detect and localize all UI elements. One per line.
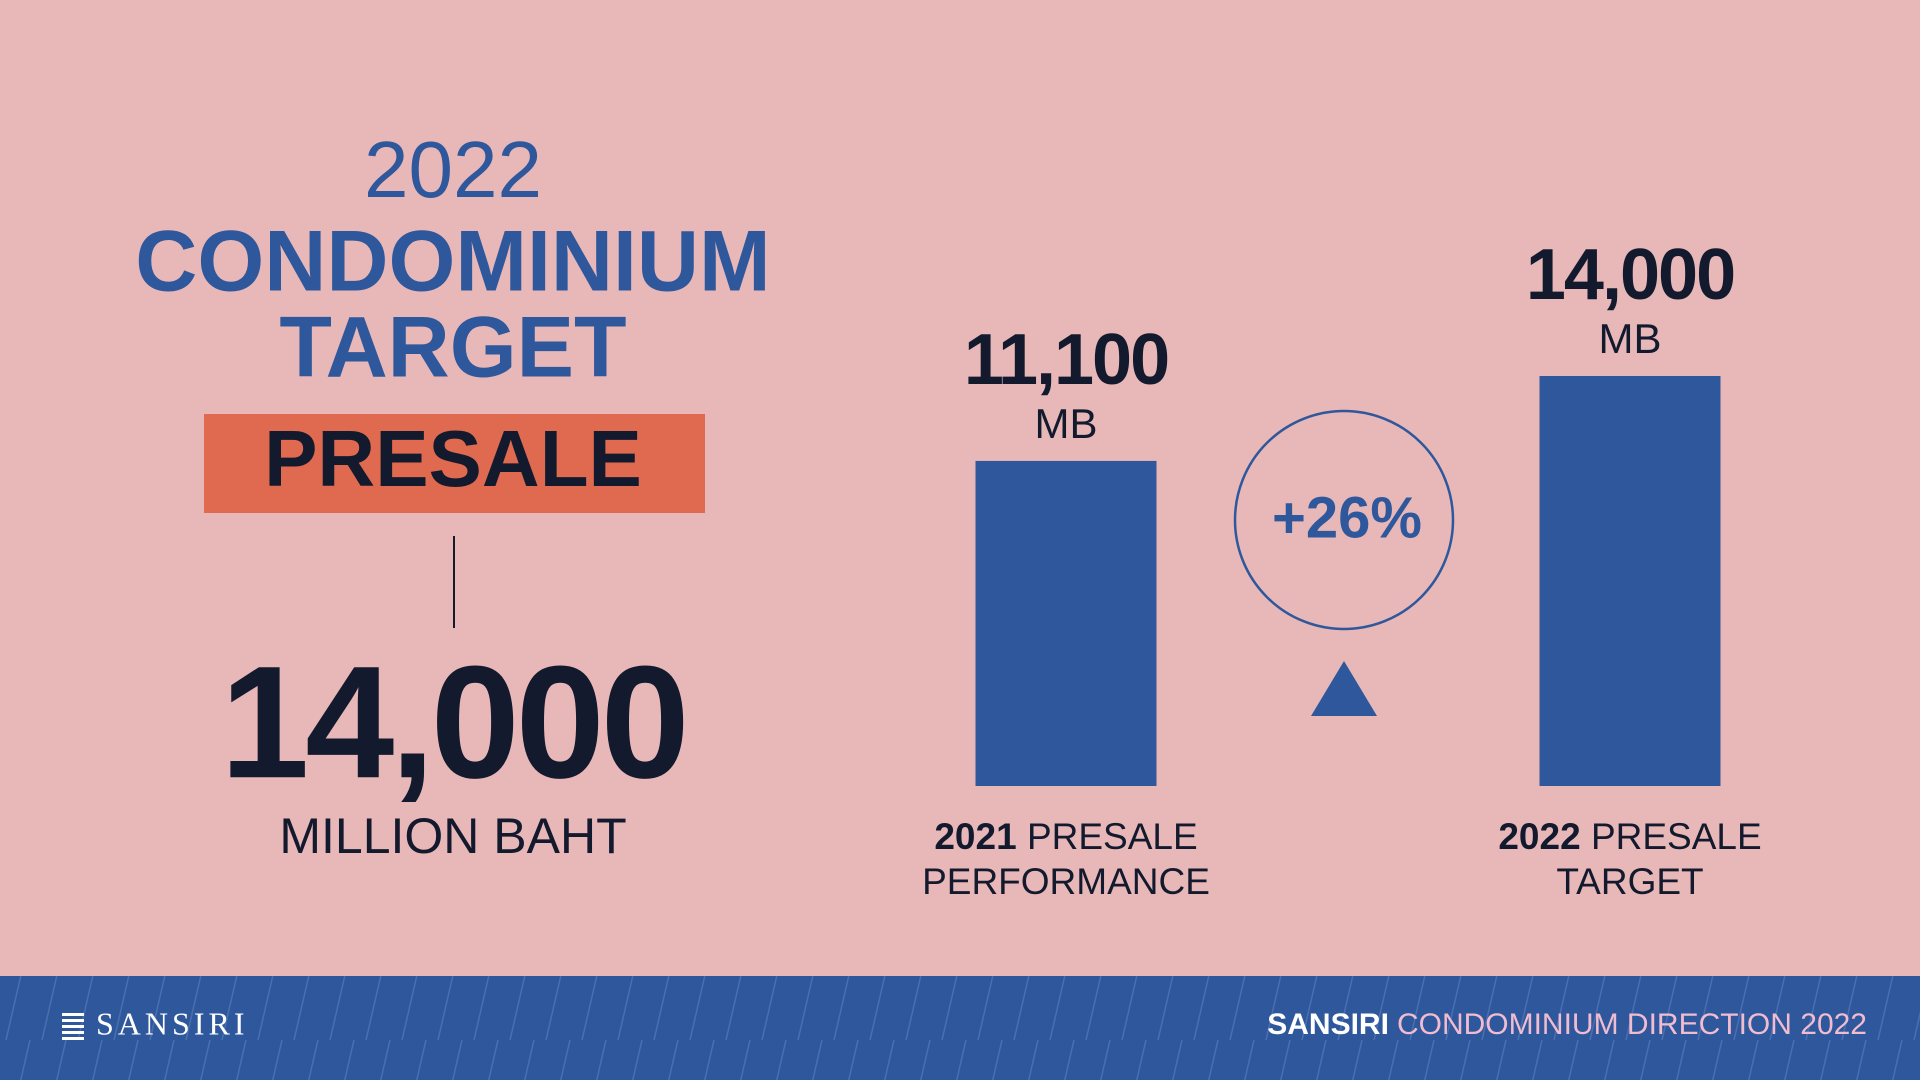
footer-text: SANSIRI CONDOMINIUM DIRECTION 2022 <box>1267 1008 1867 1041</box>
badge: PRESALE <box>264 414 642 503</box>
bar <box>1539 376 1721 786</box>
amount: 14,000 <box>220 632 685 811</box>
category-year: 2022 <box>1498 816 1581 857</box>
unit: MILLION BAHT <box>279 808 626 864</box>
category-caption: PRESALE PERFORMANCE <box>922 816 1210 902</box>
category-label: 2022 PRESALE TARGET <box>1480 814 1780 904</box>
value-label: 11,100 <box>964 320 1168 400</box>
bar <box>975 460 1157 786</box>
year: 2022 <box>364 125 542 214</box>
category-year: 2021 <box>934 816 1017 857</box>
up-arrow <box>1311 661 1377 716</box>
category-label: 2021 PRESALE PERFORMANCE <box>916 814 1216 904</box>
value-label: 14,000 <box>1526 235 1734 315</box>
tagline: CONDOMINIUM DIRECTION 2022 <box>1397 1008 1867 1041</box>
value-unit: MB <box>1599 315 1662 362</box>
title: TARGET <box>279 300 626 396</box>
change-circle <box>1233 409 1455 631</box>
category-caption: PRESALE TARGET <box>1556 816 1762 902</box>
brand: SANSIRI <box>1267 1008 1389 1041</box>
title: CONDOMINIUM <box>135 214 770 310</box>
change-label: +26% <box>1272 485 1422 550</box>
logo-icon <box>62 1013 84 1040</box>
logo: SANSIRI <box>96 1005 248 1041</box>
footer-pattern <box>0 976 1920 1080</box>
value-unit: MB <box>1035 400 1098 447</box>
badge-box <box>204 414 705 513</box>
